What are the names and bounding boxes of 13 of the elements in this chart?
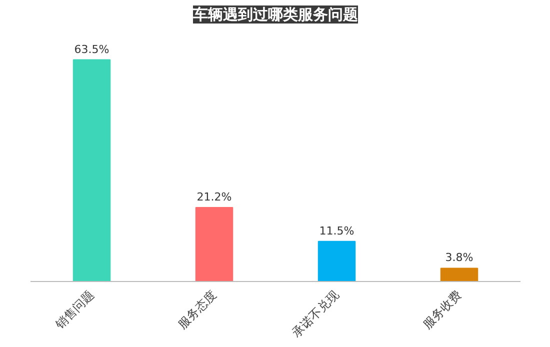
bar xyxy=(195,206,234,282)
bar xyxy=(318,240,356,282)
data-label: 63.5% xyxy=(74,42,110,56)
chart-title: 车辆遇到过哪类服务问题 xyxy=(192,6,358,24)
x-tick-label: 承诺不兑现 xyxy=(289,288,342,340)
x-tick-label: 服务态度 xyxy=(175,288,220,332)
bar xyxy=(72,59,111,282)
x-tick-label: 服务收费 xyxy=(420,288,464,332)
data-label: 3.8% xyxy=(445,251,474,264)
data-label: 21.2% xyxy=(196,190,232,204)
data-label: 11.5% xyxy=(319,224,354,238)
x-tick-label: 销售问题 xyxy=(52,288,97,332)
bar xyxy=(440,268,478,282)
